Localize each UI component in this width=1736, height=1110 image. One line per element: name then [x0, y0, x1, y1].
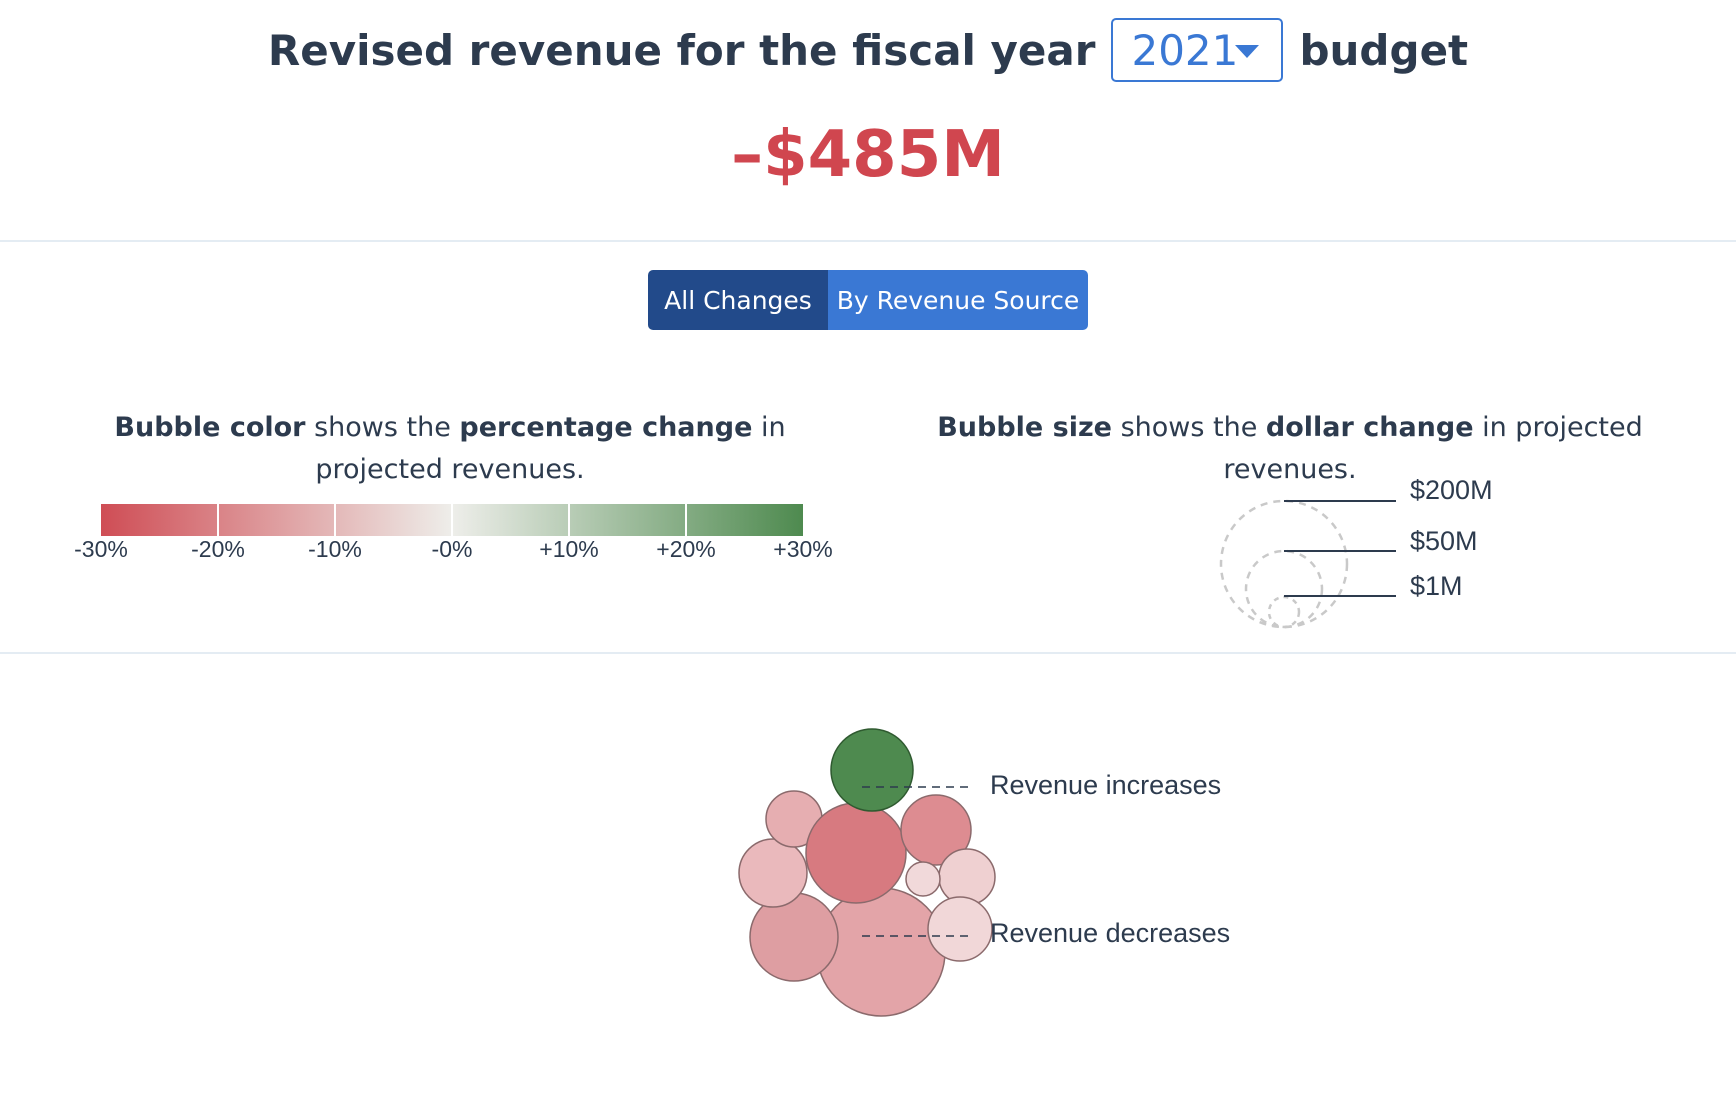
page-title-prefix: Revised revenue for the fiscal year [267, 25, 1096, 75]
revenue-bubble[interactable] [816, 887, 946, 1017]
color-legend-bold-1: Bubble color [114, 412, 306, 443]
size-legend-label-1m: $1M [1410, 571, 1463, 601]
color-legend-bold-2: percentage change [459, 412, 753, 443]
size-legend-bold-2: dollar change [1265, 412, 1474, 443]
color-legend-text-2: in projected revenues. [315, 412, 786, 485]
color-scale-tick: +10% [539, 536, 599, 562]
color-scale-tick: +30% [773, 536, 833, 562]
annotation-revenue-decreases: Revenue decreases [990, 918, 1231, 948]
divider-bottom [0, 652, 1736, 654]
color-legend-description: Bubble color shows the percentage change… [80, 407, 820, 491]
revenue-bubble[interactable] [905, 861, 941, 897]
revenue-bubble[interactable] [900, 794, 972, 866]
color-scale-bar [101, 504, 803, 536]
size-legend-text-1: shows the [1111, 412, 1266, 443]
revenue-bubble[interactable] [738, 838, 808, 908]
color-scale-tick: +20% [656, 536, 716, 562]
revenue-bubble[interactable] [938, 848, 996, 906]
all-changes-button[interactable]: All Changes [648, 270, 828, 330]
total-revenue-change: –$485M [731, 118, 1005, 192]
page-title-row: Revised revenue for the fiscal year 2021… [0, 8, 1736, 92]
size-legend-circle-50m [1244, 549, 1324, 629]
size-legend-circle-200m [1219, 499, 1349, 629]
size-legend-bold-1: Bubble size [937, 412, 1112, 443]
annotation-revenue-increases: Revenue increases [990, 770, 1222, 800]
revenue-bubble[interactable] [927, 896, 993, 962]
color-scale-tick: -30% [74, 536, 128, 562]
caret-down-icon [1235, 45, 1260, 58]
fiscal-year-value: 2021 [1131, 25, 1239, 75]
size-legend-graphic [1219, 499, 1396, 629]
revenue-bubble[interactable] [805, 802, 907, 904]
fiscal-year-select[interactable]: 2021 [1111, 18, 1284, 82]
size-legend-label-200m: $200M [1410, 475, 1493, 505]
size-legend-description: Bubble size shows the dollar change in p… [880, 407, 1700, 491]
by-revenue-source-button[interactable]: By Revenue Source [828, 270, 1088, 330]
divider-top [0, 240, 1736, 242]
page-title-suffix: budget [1299, 25, 1469, 75]
color-scale-tick: -0% [431, 536, 473, 562]
color-scale-tick: -20% [191, 536, 245, 562]
size-legend-label-50m: $50M [1410, 526, 1478, 556]
color-legend-text-1: shows the [305, 412, 460, 443]
revenue-increase-bubble[interactable] [830, 728, 914, 812]
bubble-chart [738, 728, 996, 1017]
color-scale-tick: -10% [308, 536, 362, 562]
size-legend-circle-1m [1267, 595, 1301, 629]
size-legend-text-2: in projected revenues. [1223, 412, 1643, 485]
view-toggle: All Changes By Revenue Source [648, 270, 1088, 330]
